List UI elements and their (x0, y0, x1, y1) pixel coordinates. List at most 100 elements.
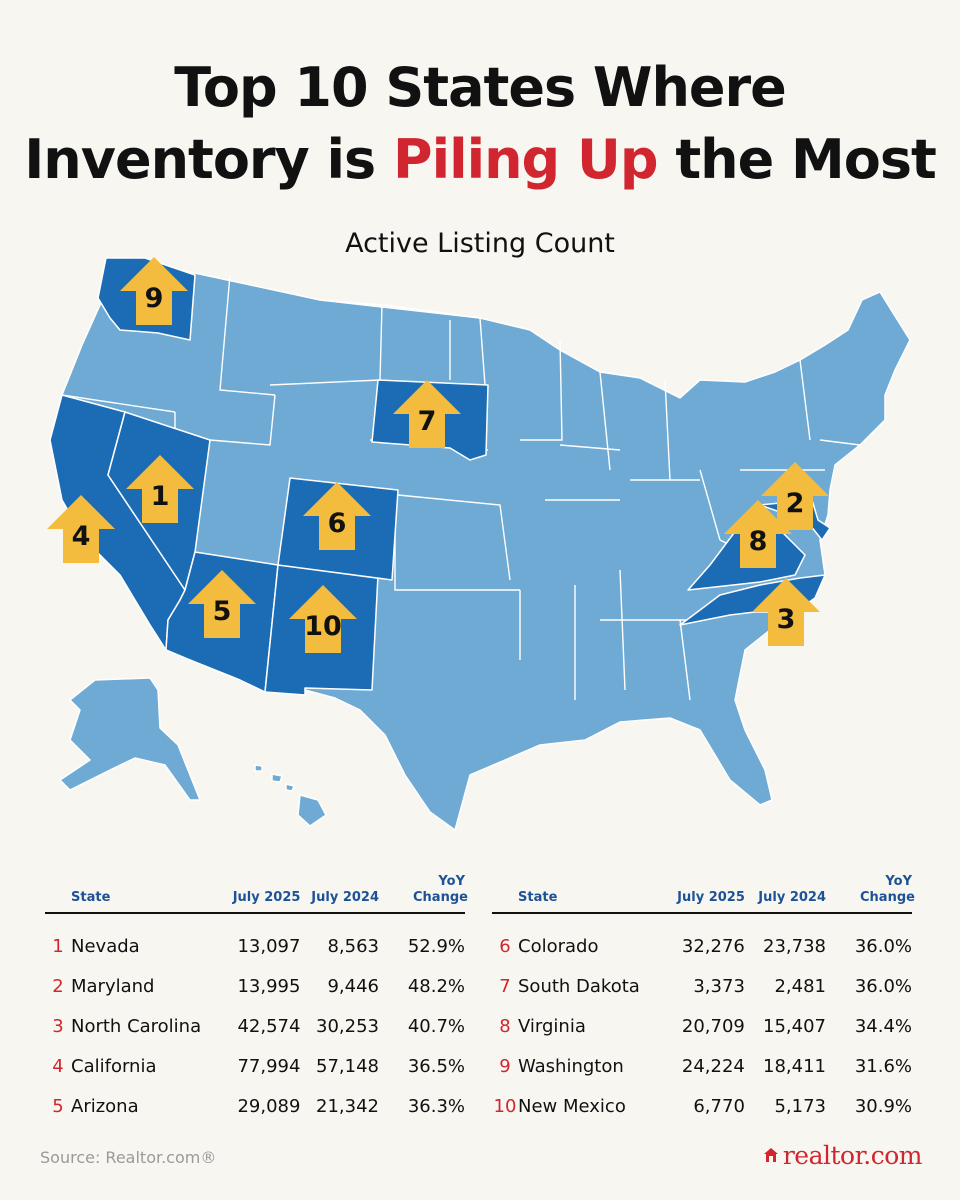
rank-arrow-7: 7 (393, 380, 461, 448)
rank-arrow-4: 4 (47, 495, 115, 563)
cell-july2025: 29,089 (237, 1095, 301, 1117)
cell-july2025: 3,373 (693, 975, 745, 997)
cell-yoy: 40.7% (407, 1015, 465, 1037)
rank-arrow-3: 3 (752, 578, 820, 646)
rank-arrow-10: 10 (289, 585, 357, 653)
col-state-header: State (71, 866, 222, 914)
arrow-up-icon (303, 482, 371, 550)
cell-yoy: 30.9% (854, 1095, 912, 1117)
cell-state: North Carolina (71, 1015, 202, 1037)
cell-state: California (71, 1055, 157, 1077)
cell-state: Colorado (518, 935, 599, 957)
title-accent: Piling Up (393, 128, 659, 191)
house-icon (762, 1141, 780, 1170)
page-title: Top 10 States Where Inventory is Piling … (0, 52, 960, 196)
table-row: 3 North Carolina 42,574 30,253 40.7% (45, 1006, 465, 1046)
arrow-rank-label: 8 (749, 526, 768, 557)
cell-rank: 2 (52, 975, 64, 997)
cell-state: New Mexico (518, 1095, 626, 1117)
cell-july2024: 5,173 (774, 1095, 826, 1117)
cell-state: Virginia (518, 1015, 586, 1037)
cell-rank: 3 (52, 1015, 64, 1037)
logo-text: realtor.com (782, 1141, 923, 1170)
col-yoy-header: YoY Change (826, 866, 915, 914)
cell-yoy: 36.3% (407, 1095, 465, 1117)
cell-july2024: 2,481 (774, 975, 826, 997)
cell-yoy: 48.2% (407, 975, 465, 997)
arrow-up-icon (761, 462, 829, 530)
cell-yoy: 36.0% (854, 935, 912, 957)
cell-yoy: 34.4% (854, 1015, 912, 1037)
arrow-rank-label: 7 (418, 406, 437, 437)
cell-rank: 10 (493, 1095, 517, 1117)
arrow-up-icon (47, 495, 115, 563)
cell-rank: 5 (52, 1095, 64, 1117)
title-post: the Most (657, 128, 936, 191)
table-header-row: State July 2025 July 2024 YoY Change (45, 866, 468, 914)
arrow-up-icon (724, 500, 792, 568)
col-july2025-header: July 2025 (663, 866, 745, 914)
table-row: 7 South Dakota 3,373 2,481 36.0% (492, 966, 912, 1006)
cell-july2024: 9,446 (327, 975, 379, 997)
rank-arrow-6: 6 (303, 482, 371, 550)
cell-july2025: 77,994 (237, 1055, 301, 1077)
cell-rank: 6 (499, 935, 511, 957)
table-row: 4 California 77,994 57,148 36.5% (45, 1046, 465, 1086)
map-alaska (59, 677, 201, 801)
source-note: Source: Realtor.com® (40, 1148, 217, 1167)
col-july2025-header: July 2025 (221, 866, 301, 914)
cell-rank: 7 (499, 975, 511, 997)
arrow-rank-label: 3 (777, 604, 796, 635)
table-row: 6 Colorado 32,276 23,738 36.0% (492, 913, 912, 966)
cell-rank: 1 (52, 935, 64, 957)
arrow-up-icon (120, 257, 188, 325)
arrow-up-icon (752, 578, 820, 646)
title-line-2: Inventory is Piling Up the Most (0, 124, 960, 196)
realtor-logo: realtor.com (762, 1141, 923, 1170)
map-subtitle: Active Listing Count (345, 228, 615, 259)
arrow-rank-label: 10 (304, 611, 342, 642)
cell-rank: 9 (499, 1055, 511, 1077)
arrow-up-icon (126, 455, 194, 523)
arrow-rank-label: 5 (213, 596, 232, 627)
col-rank-header (492, 866, 518, 914)
cell-state: South Dakota (518, 975, 640, 997)
col-july2024-header: July 2024 (300, 866, 379, 914)
rank-arrow-1: 1 (126, 455, 194, 523)
arrow-rank-label: 6 (328, 508, 347, 539)
col-rank-header (45, 866, 71, 914)
rank-arrow-8: 8 (724, 500, 792, 568)
map-hawaii (297, 794, 327, 827)
cell-july2024: 23,738 (763, 935, 826, 957)
cell-july2025: 24,224 (681, 1055, 745, 1077)
cell-yoy: 36.5% (407, 1055, 465, 1077)
cell-state: Washington (518, 1055, 624, 1077)
cell-yoy: 31.6% (854, 1055, 912, 1077)
cell-july2025: 13,097 (237, 935, 301, 957)
map-states (49, 257, 911, 831)
title-pre: Inventory is (24, 128, 393, 191)
table-row: 5 Arizona 29,089 21,342 36.3% (45, 1086, 465, 1126)
yoy-header-text: YoY Change (860, 874, 915, 905)
cell-july2025: 42,574 (237, 1015, 301, 1037)
arrow-up-icon (289, 585, 357, 653)
table-row: 8 Virginia 20,709 15,407 34.4% (492, 1006, 912, 1046)
arrow-rank-label: 9 (145, 283, 164, 314)
cell-yoy: 36.0% (854, 975, 912, 997)
col-state-header: State (518, 866, 664, 914)
cell-july2024: 18,411 (763, 1055, 826, 1077)
arrow-up-icon (188, 570, 256, 638)
arrow-rank-label: 4 (72, 521, 91, 552)
yoy-header-text: YoY Change (413, 874, 468, 905)
col-yoy-header: YoY Change (379, 866, 468, 914)
map-hawaii-islets (254, 764, 295, 792)
cell-state: Maryland (71, 975, 155, 997)
cell-july2024: 15,407 (763, 1015, 826, 1037)
cell-state: Arizona (71, 1095, 139, 1117)
cell-rank: 4 (52, 1055, 64, 1077)
col-july2024-header: July 2024 (744, 866, 826, 914)
rank-arrow-9: 9 (120, 257, 188, 325)
map-rank-arrows: 1 2 3 4 5 6 7 8 9 10 (47, 257, 829, 653)
arrow-rank-label: 1 (151, 481, 170, 512)
cell-july2025: 6,770 (693, 1095, 745, 1117)
